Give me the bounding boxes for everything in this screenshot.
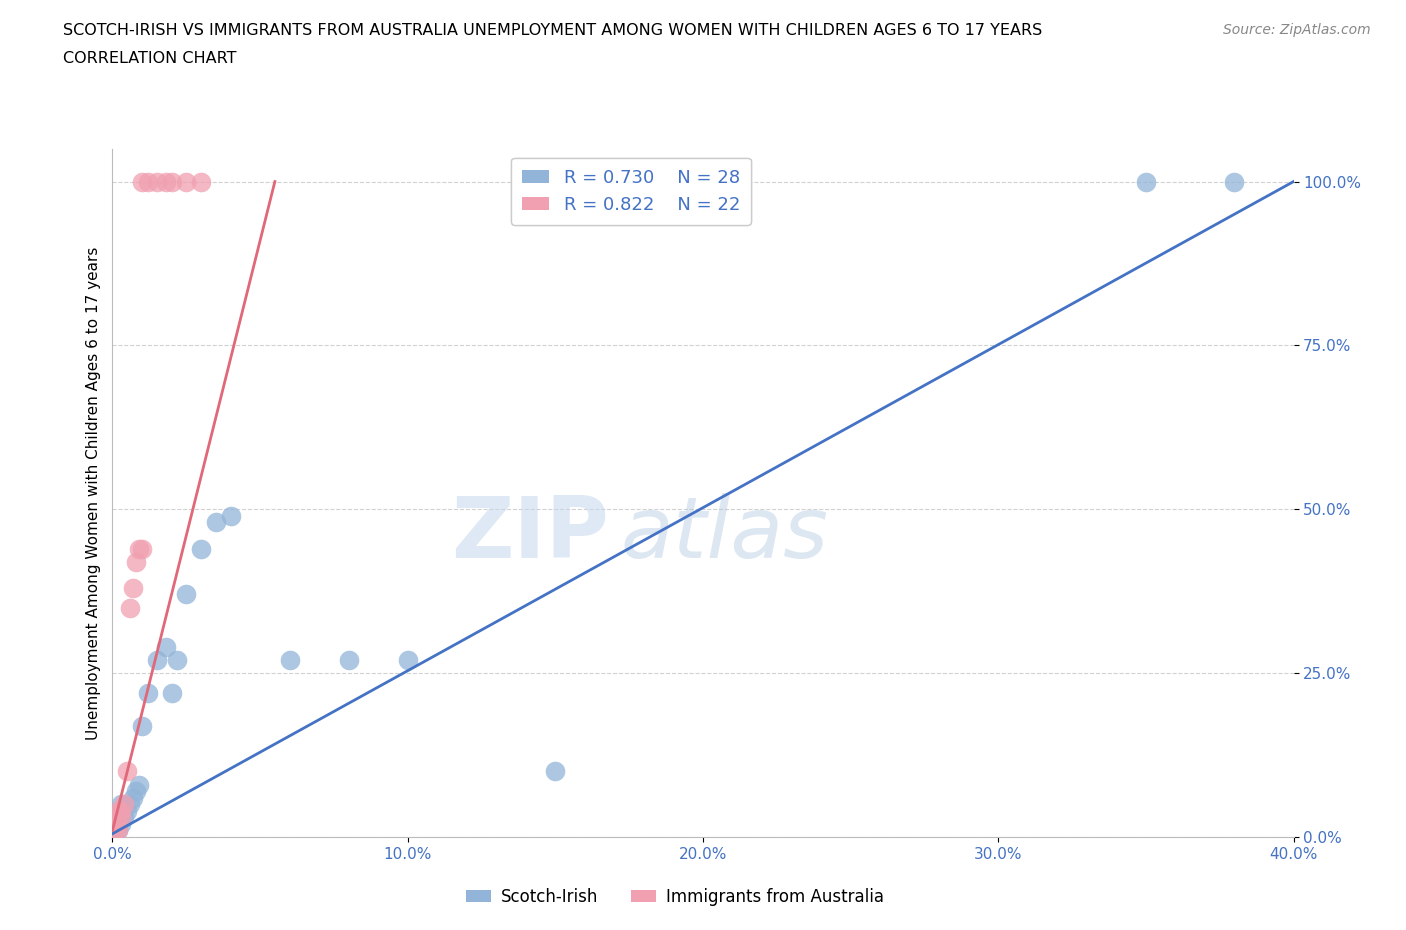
Y-axis label: Unemployment Among Women with Children Ages 6 to 17 years: Unemployment Among Women with Children A… <box>86 246 101 739</box>
Point <box>117 804 138 818</box>
Point <box>110 797 132 812</box>
Text: ZIP: ZIP <box>451 493 609 576</box>
Point <box>146 174 169 189</box>
Point <box>107 823 129 838</box>
Point <box>337 653 360 668</box>
Point <box>104 810 127 825</box>
Point <box>107 817 129 831</box>
Point <box>1223 174 1246 189</box>
Point <box>205 515 228 530</box>
Point <box>125 784 148 799</box>
Point <box>110 817 132 831</box>
Point <box>219 509 242 524</box>
Point <box>104 823 127 838</box>
Point <box>107 804 129 818</box>
Point <box>128 541 150 556</box>
Point <box>107 810 129 825</box>
Point <box>190 174 212 189</box>
Point <box>120 600 142 615</box>
Legend: Scotch-Irish, Immigrants from Australia: Scotch-Irish, Immigrants from Australia <box>458 881 891 912</box>
Point <box>122 580 145 595</box>
Point <box>107 823 129 838</box>
Point <box>155 640 177 655</box>
Point <box>112 810 135 825</box>
Point <box>104 817 127 831</box>
Point <box>1135 174 1157 189</box>
Point <box>136 685 159 700</box>
Point <box>166 653 188 668</box>
Point <box>104 817 127 831</box>
Point <box>120 797 142 812</box>
Point <box>544 764 567 779</box>
Legend: R = 0.730    N = 28, R = 0.822    N = 22: R = 0.730 N = 28, R = 0.822 N = 22 <box>512 158 751 224</box>
Text: CORRELATION CHART: CORRELATION CHART <box>63 51 236 66</box>
Point <box>396 653 419 668</box>
Point <box>117 764 138 779</box>
Point <box>278 653 301 668</box>
Point <box>104 823 127 838</box>
Text: SCOTCH-IRISH VS IMMIGRANTS FROM AUSTRALIA UNEMPLOYMENT AMONG WOMEN WITH CHILDREN: SCOTCH-IRISH VS IMMIGRANTS FROM AUSTRALI… <box>63 23 1042 38</box>
Point <box>136 174 159 189</box>
Point <box>131 174 153 189</box>
Point <box>110 810 132 825</box>
Point <box>174 174 197 189</box>
Point <box>190 541 212 556</box>
Point <box>155 174 177 189</box>
Point <box>125 554 148 569</box>
Point <box>160 685 183 700</box>
Point <box>131 718 153 733</box>
Point <box>112 797 135 812</box>
Point <box>131 541 153 556</box>
Text: Source: ZipAtlas.com: Source: ZipAtlas.com <box>1223 23 1371 37</box>
Point <box>128 777 150 792</box>
Text: atlas: atlas <box>620 493 828 576</box>
Point <box>122 790 145 805</box>
Point <box>146 653 169 668</box>
Point <box>174 587 197 602</box>
Point <box>160 174 183 189</box>
Point <box>110 804 132 818</box>
